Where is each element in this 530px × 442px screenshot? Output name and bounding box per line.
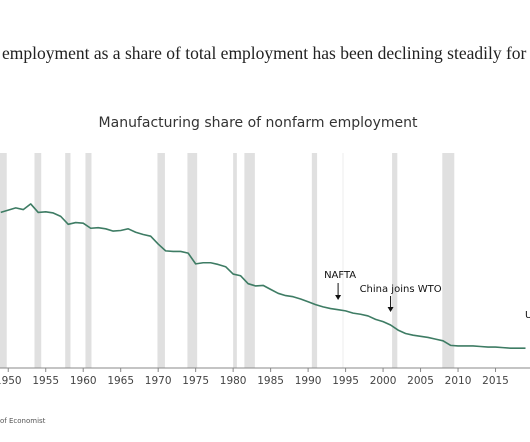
- recession-band: [0, 153, 7, 368]
- annotation: NAFTA: [324, 270, 356, 281]
- x-tick-label: 1990: [295, 375, 322, 387]
- x-tick-label: 2010: [445, 375, 472, 387]
- annotation: China joins WTO: [360, 284, 442, 295]
- recession-band: [233, 153, 237, 368]
- recession-band: [34, 153, 42, 368]
- x-tick-label: 1980: [220, 375, 247, 387]
- recession-band: [187, 153, 198, 368]
- x-tick-label: 1955: [32, 375, 59, 387]
- chart-title: Manufacturing share of nonfarm employmen…: [99, 115, 418, 131]
- annotation-arrowhead: [335, 295, 342, 300]
- source: of Economist: [0, 417, 46, 425]
- recession-band: [65, 153, 71, 368]
- x-tick-label: 2015: [482, 375, 509, 387]
- annotation: U: [525, 310, 530, 321]
- recession-bands: [0, 153, 455, 368]
- recession-band: [157, 153, 165, 368]
- series-line: [0, 203, 526, 349]
- x-tick-label: 1960: [70, 375, 97, 387]
- recession-band: [392, 153, 398, 368]
- headline: employment as a share of total employmen…: [2, 43, 527, 63]
- x-tick-label: 1995: [332, 375, 359, 387]
- x-tick-label: 2005: [407, 375, 434, 387]
- x-tick-label: 1965: [107, 375, 134, 387]
- x-tick-label: 1950: [0, 375, 22, 387]
- annotation-arrowhead: [387, 307, 394, 312]
- recession-band: [311, 153, 318, 368]
- recession-band: [442, 153, 455, 368]
- recession-band: [244, 153, 255, 368]
- x-tick-label: 1985: [257, 375, 284, 387]
- x-tick-label: 2000: [370, 375, 397, 387]
- x-tick-label: 1975: [182, 375, 209, 387]
- recession-band: [85, 153, 92, 368]
- x-tick-label: 1970: [145, 375, 172, 387]
